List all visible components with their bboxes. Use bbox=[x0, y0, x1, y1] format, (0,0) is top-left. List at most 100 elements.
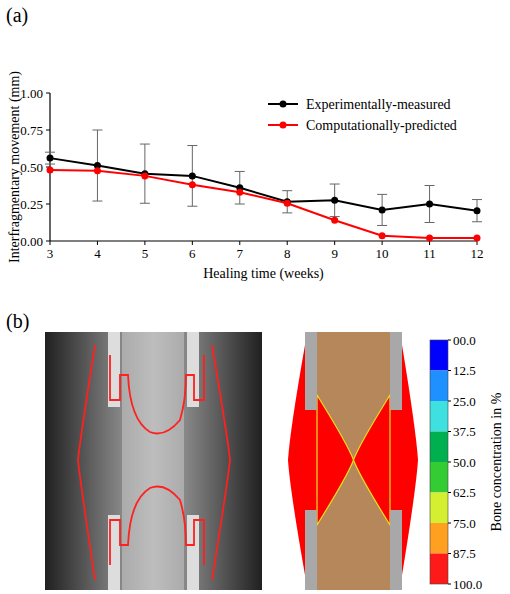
error-bar-cap bbox=[282, 190, 292, 191]
fixator-plate bbox=[305, 332, 317, 410]
legend-marker bbox=[280, 101, 287, 108]
x-tick-label: 7 bbox=[237, 246, 244, 261]
error-bar bbox=[330, 184, 340, 217]
error-bar-cap bbox=[140, 203, 150, 204]
error-bar-cap bbox=[330, 184, 340, 185]
colorbar-tick bbox=[448, 340, 451, 341]
colorbar-segment bbox=[430, 401, 448, 432]
xray-bone bbox=[122, 332, 184, 590]
x-tick bbox=[287, 241, 288, 245]
x-tick-label: 8 bbox=[284, 246, 291, 261]
xray-outline bbox=[110, 355, 204, 434]
x-tick bbox=[50, 241, 51, 245]
x-tick-label: 5 bbox=[142, 246, 149, 261]
data-point bbox=[189, 172, 196, 179]
xray-outline bbox=[78, 345, 95, 580]
error-bar-cap bbox=[235, 204, 245, 205]
error-bar-cap bbox=[425, 222, 435, 223]
data-point bbox=[426, 235, 433, 242]
data-point bbox=[474, 235, 481, 242]
callus-inner bbox=[354, 395, 391, 525]
error-bar bbox=[92, 130, 102, 201]
y-tick bbox=[46, 130, 50, 131]
data-point bbox=[331, 197, 338, 204]
error-bar-cap bbox=[472, 199, 482, 200]
x-tick bbox=[97, 241, 98, 245]
colorbar-tick-label: 50.0 bbox=[453, 455, 476, 470]
data-point bbox=[47, 166, 54, 173]
error-bar bbox=[425, 186, 435, 223]
data-point bbox=[236, 189, 243, 196]
error-bar-cap bbox=[282, 212, 292, 213]
error-bar bbox=[235, 171, 245, 204]
error-bar-cap bbox=[92, 201, 102, 202]
colorbar-tick bbox=[448, 492, 451, 493]
x-tick-label: 3 bbox=[47, 246, 54, 261]
error-bar-cap bbox=[45, 164, 55, 165]
colorbar-tick-label: 12.5 bbox=[453, 363, 476, 378]
x-tick bbox=[192, 241, 193, 245]
colorbar-title: Bone concentration in % bbox=[489, 392, 504, 531]
panel-label: (a) bbox=[6, 4, 28, 27]
xray-plate bbox=[187, 332, 199, 407]
bone-fragment bbox=[317, 332, 390, 590]
colorbar-tick bbox=[448, 462, 451, 463]
data-point bbox=[189, 181, 196, 188]
data-point bbox=[474, 207, 481, 214]
error-bar bbox=[45, 152, 55, 164]
simulation-image bbox=[288, 332, 418, 590]
colorbar-frame bbox=[430, 340, 448, 584]
data-point bbox=[379, 232, 386, 239]
error-bar-cap bbox=[472, 221, 482, 222]
y-tick-label: 0.25 bbox=[20, 197, 43, 212]
x-tick-label: 6 bbox=[189, 246, 196, 261]
colorbar-segment bbox=[430, 432, 448, 463]
x-tick-label: 4 bbox=[94, 246, 101, 261]
error-bar bbox=[140, 144, 150, 203]
fixator-plate bbox=[390, 332, 402, 410]
x-tick-label: 10 bbox=[376, 246, 389, 261]
fixator-plate bbox=[305, 510, 317, 590]
xray-background bbox=[45, 332, 262, 590]
xray-image bbox=[45, 332, 262, 590]
error-bar-cap bbox=[187, 145, 197, 146]
error-bar-cap bbox=[140, 144, 150, 145]
data-point bbox=[47, 155, 54, 162]
colorbar-tick-label: 87.5 bbox=[453, 546, 476, 561]
colorbar-segment bbox=[430, 523, 448, 554]
legend-label: Computationally-predicted bbox=[306, 118, 457, 133]
x-tick bbox=[334, 241, 335, 245]
error-bar-cap bbox=[187, 206, 197, 207]
error-bar-cap bbox=[377, 194, 387, 195]
x-tick-label: 11 bbox=[423, 246, 436, 261]
colorbar-segment bbox=[430, 462, 448, 493]
x-tick bbox=[239, 241, 240, 245]
xray-plate bbox=[187, 515, 199, 590]
colorbar-segment bbox=[430, 493, 448, 524]
x-tick bbox=[477, 241, 478, 245]
xray-outline bbox=[212, 345, 230, 580]
callus-inner bbox=[317, 395, 354, 525]
y-tick-label: 0.75 bbox=[20, 123, 43, 138]
x-axis bbox=[50, 240, 477, 241]
x-tick bbox=[429, 241, 430, 245]
x-tick bbox=[144, 241, 145, 245]
x-tick bbox=[382, 241, 383, 245]
colorbar-tick bbox=[448, 370, 451, 371]
colorbar-tick-label: 00.0 bbox=[453, 333, 476, 348]
y-axis-title: Interfragmentary movement (mm) bbox=[7, 71, 23, 263]
error-bar bbox=[377, 194, 387, 225]
colorbar-tick bbox=[448, 401, 451, 402]
x-tick-label: 9 bbox=[331, 246, 338, 261]
colorbar-tick-label: 75.0 bbox=[453, 516, 476, 531]
colorbar-tick bbox=[448, 553, 451, 554]
colorbar-segment bbox=[430, 371, 448, 402]
error-bar-cap bbox=[425, 185, 435, 186]
error-bar-cap bbox=[377, 225, 387, 226]
error-bar-cap bbox=[235, 171, 245, 172]
error-bar-cap bbox=[45, 152, 55, 153]
y-tick bbox=[46, 204, 50, 205]
error-bar bbox=[472, 200, 482, 222]
plot-area bbox=[45, 130, 482, 242]
data-point bbox=[379, 206, 386, 213]
